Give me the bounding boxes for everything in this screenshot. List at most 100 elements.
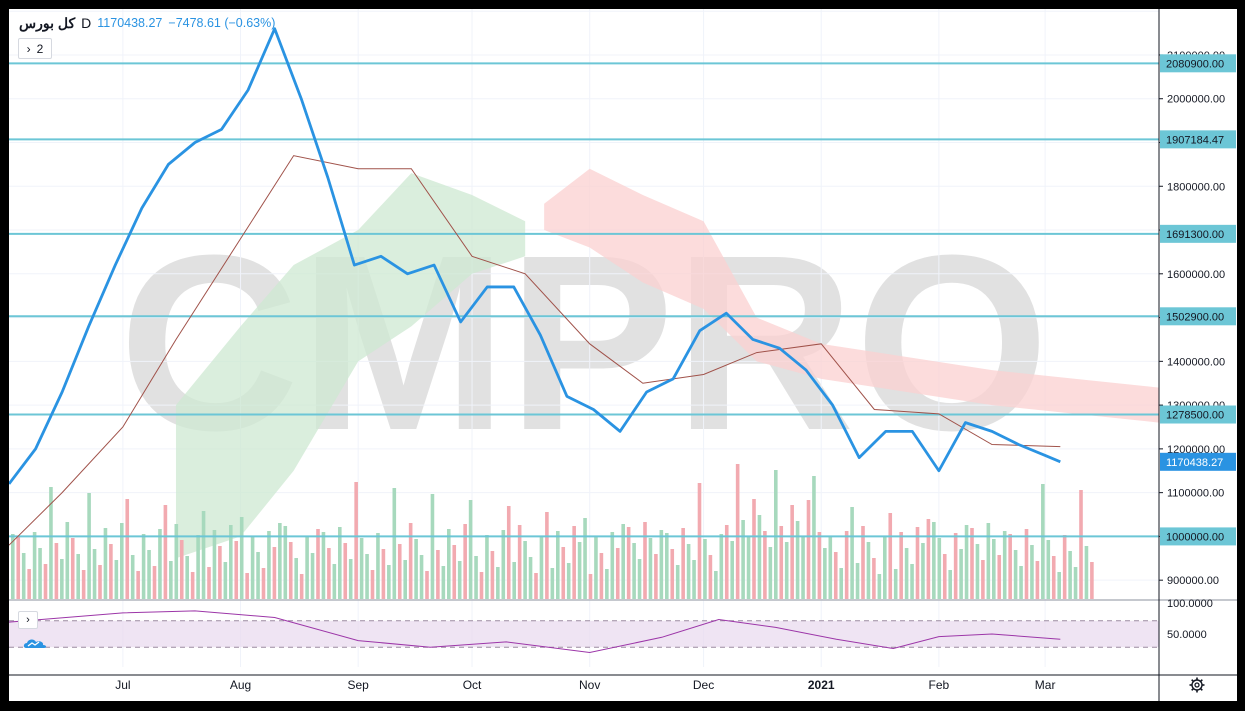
chart-canvas[interactable]: CMPRO2100000.002000000.001900000.0018000… <box>9 9 1237 701</box>
volume-bar <box>643 522 647 599</box>
volume-bar <box>556 531 560 599</box>
volume-bar <box>65 522 70 599</box>
volume-bar <box>158 529 162 599</box>
volume-bar <box>545 512 549 599</box>
x-tick-label: Jul <box>115 678 130 692</box>
volume-bar <box>866 542 871 599</box>
volume-bar <box>272 547 277 599</box>
volume-bar <box>283 526 288 599</box>
volume-bar <box>201 511 206 599</box>
volume-bar <box>463 524 467 599</box>
volume-bar <box>190 572 195 599</box>
volume-bar <box>496 567 500 599</box>
volume-bar <box>256 552 260 599</box>
volume-bar <box>577 542 582 599</box>
volume-bar <box>932 522 936 599</box>
volume-bar <box>904 548 909 599</box>
level-price-tag-label: 2080900.00 <box>1166 58 1224 70</box>
volume-bar <box>365 554 369 599</box>
settings-gear-icon[interactable] <box>1185 673 1209 697</box>
symbol-legend: کل بورس D 1170438.27 −7478.61 (−0.63%) <box>19 13 275 33</box>
interval-label[interactable]: D <box>81 15 92 31</box>
volume-bar <box>120 523 124 599</box>
volume-bar <box>299 574 304 599</box>
volume-bar <box>294 558 298 599</box>
rsi-tick-label: 50.0000 <box>1167 629 1207 641</box>
volume-bar <box>948 570 952 599</box>
volume-bar <box>610 532 615 599</box>
volume-bar <box>517 525 522 599</box>
volume-bar <box>1035 561 1040 599</box>
symbol-name[interactable]: کل بورس <box>19 14 76 31</box>
volume-bar <box>861 526 865 599</box>
volume-bar <box>626 527 631 599</box>
volume-bar <box>763 531 767 599</box>
volume-bar <box>986 523 991 599</box>
volume-bar <box>174 524 179 599</box>
volume-bar <box>223 562 228 599</box>
volume-bar <box>1073 567 1078 599</box>
volume-bar <box>1068 551 1072 599</box>
rsi-line <box>9 610 1061 653</box>
x-tick-label: Dec <box>693 678 714 692</box>
volume-bar <box>877 574 882 599</box>
level-price-tag <box>1160 405 1236 424</box>
volume-bar <box>708 555 713 599</box>
volume-bar <box>125 499 130 599</box>
volume-bar <box>959 549 963 599</box>
volume-bar <box>893 569 898 599</box>
volume-bar <box>468 500 473 599</box>
volume-bar <box>823 548 827 599</box>
volume-bar <box>447 529 451 599</box>
volume-bar <box>735 464 740 599</box>
last-price-tag-label: 1170438.27 <box>1166 457 1223 469</box>
volume-bar <box>196 535 200 599</box>
volume-bar <box>1090 562 1094 599</box>
volume-bar <box>981 560 985 599</box>
volume-bar <box>359 538 364 599</box>
x-tick-label: Aug <box>230 678 251 692</box>
volume-bar <box>833 552 838 599</box>
volume-bar <box>774 470 778 599</box>
chevron-right-icon: › <box>26 41 31 56</box>
volume-bar <box>343 543 348 599</box>
volume-bar <box>992 539 996 599</box>
volume-bar <box>332 564 337 599</box>
level-price-tag <box>1160 527 1236 546</box>
volume-bar <box>229 525 233 599</box>
x-tick-label: Mar <box>1035 678 1056 692</box>
volume-bar <box>594 537 598 599</box>
volume-bar <box>539 536 544 599</box>
level-price-tag <box>1160 130 1236 149</box>
y-tick-label: 2000000.00 <box>1167 94 1225 106</box>
volume-bar <box>1030 545 1034 599</box>
volume-bar <box>278 523 282 599</box>
volume-bar <box>457 561 462 599</box>
level-price-tag <box>1160 54 1236 73</box>
volume-bar <box>392 488 397 599</box>
volume-bar <box>354 482 358 599</box>
volume-bar <box>719 534 724 599</box>
volume-bar <box>730 541 734 599</box>
indicators-toggle-button[interactable]: › 2 <box>18 38 52 59</box>
y-tick-label: 1400000.00 <box>1167 356 1225 368</box>
volume-bar <box>479 572 484 599</box>
rsi-band <box>9 620 1159 648</box>
volume-bar <box>147 550 151 599</box>
volume-bar <box>245 573 249 599</box>
volume-bar <box>32 532 37 599</box>
volume-bar <box>348 559 353 599</box>
volume-bar <box>501 530 506 599</box>
volume-bar <box>16 537 21 599</box>
volume-bar <box>485 535 489 599</box>
volume-bar <box>714 571 718 599</box>
volume-bar <box>490 551 495 599</box>
rsi-toggle-button[interactable]: › <box>18 611 38 629</box>
volume-bar <box>1002 531 1007 599</box>
volume-bar <box>746 536 751 599</box>
volume-bar <box>768 547 773 599</box>
volume-bar <box>130 555 135 599</box>
volume-bar <box>970 528 974 599</box>
volume-bar <box>648 538 653 599</box>
volume-bar <box>376 533 380 599</box>
